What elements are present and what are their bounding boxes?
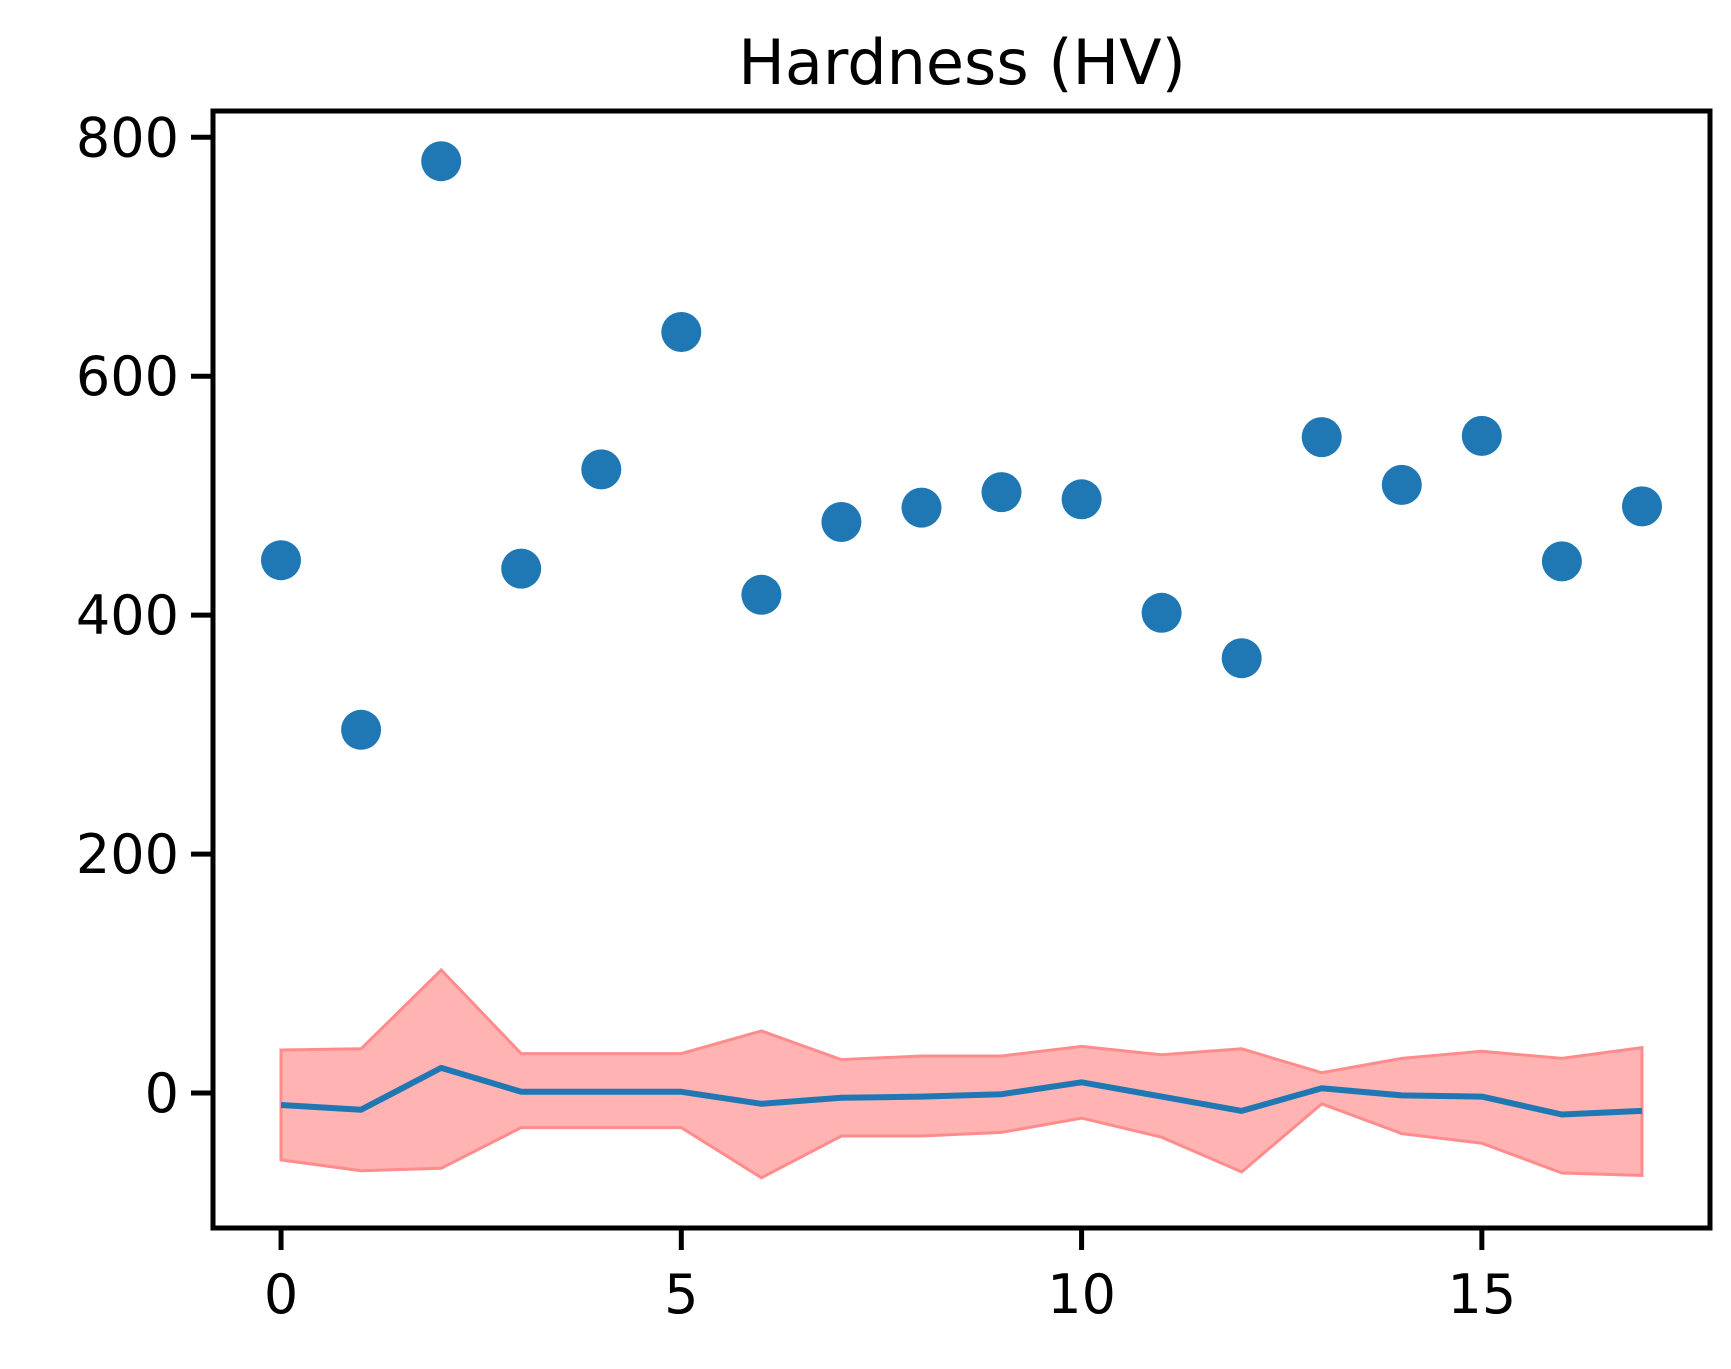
mean-line-path	[280, 1064, 1643, 1118]
y-tick-label: 400	[76, 584, 179, 647]
data-point	[661, 312, 702, 352]
x-axis: 0 5 10 15	[264, 1228, 1516, 1326]
data-point	[1061, 479, 1102, 520]
y-tick-label: 0	[145, 1062, 179, 1125]
data-point	[821, 502, 862, 542]
data-point	[581, 449, 622, 490]
mean-line	[280, 1064, 1643, 1118]
x-tick-label: 5	[664, 1263, 698, 1326]
x-tick-label: 0	[264, 1263, 298, 1326]
confidence-band	[279, 967, 1644, 1180]
data-point	[1622, 486, 1662, 527]
x-tick-label: 10	[1047, 1263, 1116, 1326]
chart-title: Hardness (HV)	[738, 26, 1186, 99]
data-point	[1541, 541, 1582, 582]
y-tick-label: 800	[76, 106, 179, 169]
y-axis: 0 200 400 600 800	[76, 106, 213, 1125]
data-point	[1381, 464, 1422, 505]
x-tick-label: 15	[1447, 1263, 1516, 1326]
data-point	[341, 709, 382, 750]
data-point	[421, 141, 462, 182]
data-point	[501, 548, 542, 589]
scatter-points	[261, 141, 1662, 750]
data-point	[741, 574, 782, 615]
plot-frame	[210, 108, 1713, 1231]
band-area	[279, 967, 1644, 1180]
data-point	[1221, 638, 1262, 679]
y-tick-label: 200	[76, 823, 179, 886]
data-point	[1301, 417, 1342, 458]
data-point	[1141, 592, 1182, 633]
data-point	[261, 540, 301, 581]
y-tick-label: 600	[76, 345, 179, 408]
data-point	[981, 472, 1022, 513]
data-point	[901, 487, 942, 528]
data-point	[1461, 415, 1502, 456]
